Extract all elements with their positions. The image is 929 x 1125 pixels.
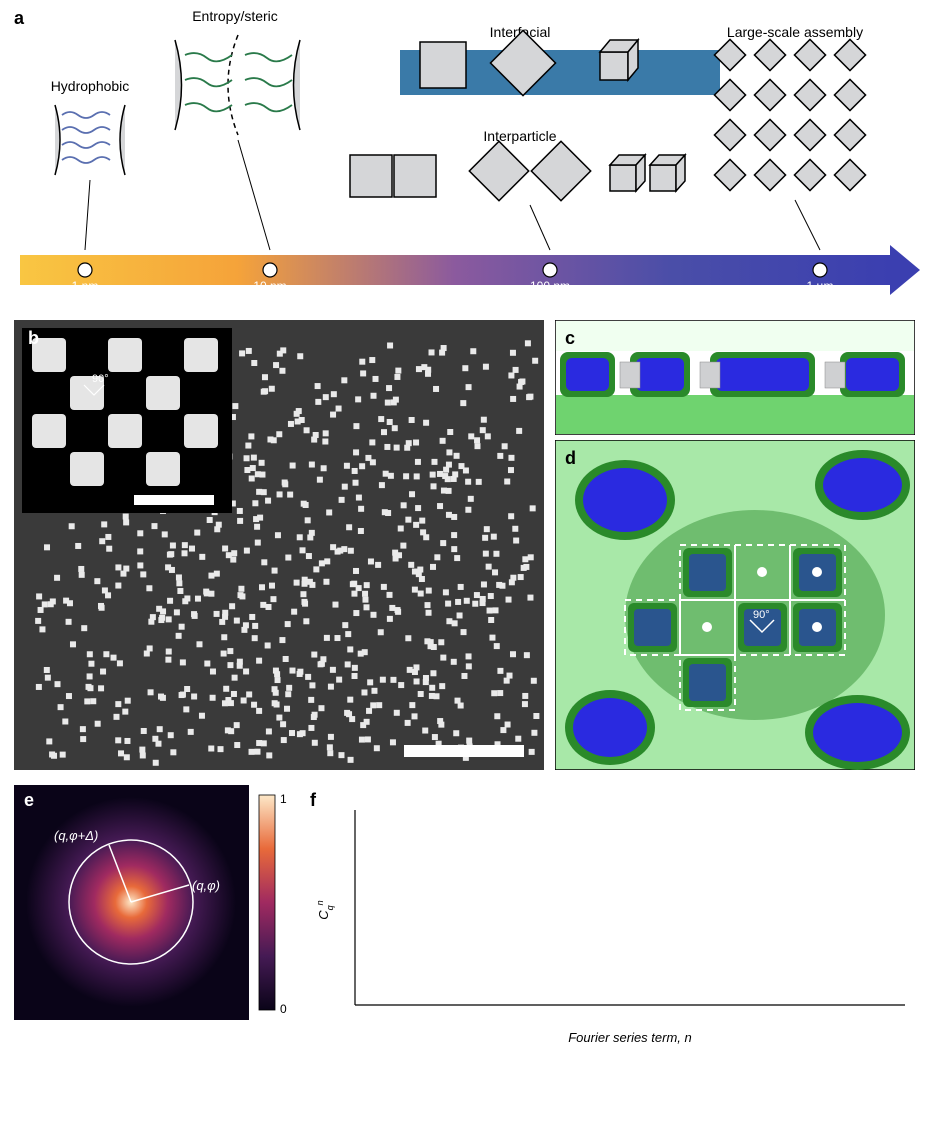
interparticle-icon — [350, 141, 685, 250]
scale-arrow — [20, 245, 920, 295]
e-annot2: (q,φ) — [192, 878, 220, 893]
svg-text:1 nm: 1 nm — [72, 279, 99, 293]
panel-e-svg: (q,φ+Δ) (q,φ) 1 0 — [14, 785, 294, 1020]
svg-text:Cqn: Cqn — [315, 900, 335, 919]
svg-text:1 µm: 1 µm — [807, 279, 834, 293]
panel-a-svg: 1 nm 10 nm 100 nm 1 µm — [0, 0, 929, 320]
cbar-min: 0 — [280, 1002, 287, 1016]
svg-text:100 nm: 100 nm — [530, 279, 570, 293]
panel-c-svg — [555, 320, 915, 435]
cbar-max: 1 — [280, 792, 287, 806]
panel-e-label: e — [24, 790, 34, 811]
panel-c-label: c — [565, 328, 575, 349]
entropy-icon — [175, 35, 300, 250]
panel-d-label: d — [565, 448, 576, 469]
e-annot1: (q,φ+Δ) — [54, 828, 98, 843]
svg-text:10 nm: 10 nm — [253, 279, 286, 293]
f-xlabel: Fourier series term, n — [568, 1030, 692, 1045]
hydrophobic-icon — [55, 105, 125, 250]
panel-f-svg: Fourier series term, n Cqn — [310, 790, 920, 1055]
inset-angle: 90° — [92, 373, 109, 385]
panel-b-svg: 90° — [14, 320, 544, 770]
largescale-icon — [714, 39, 865, 190]
interfacial-icon — [400, 30, 720, 95]
panel-b-label: b — [28, 328, 39, 349]
panel-d-svg: 90° — [555, 440, 915, 770]
d-angle: 90° — [753, 609, 770, 621]
